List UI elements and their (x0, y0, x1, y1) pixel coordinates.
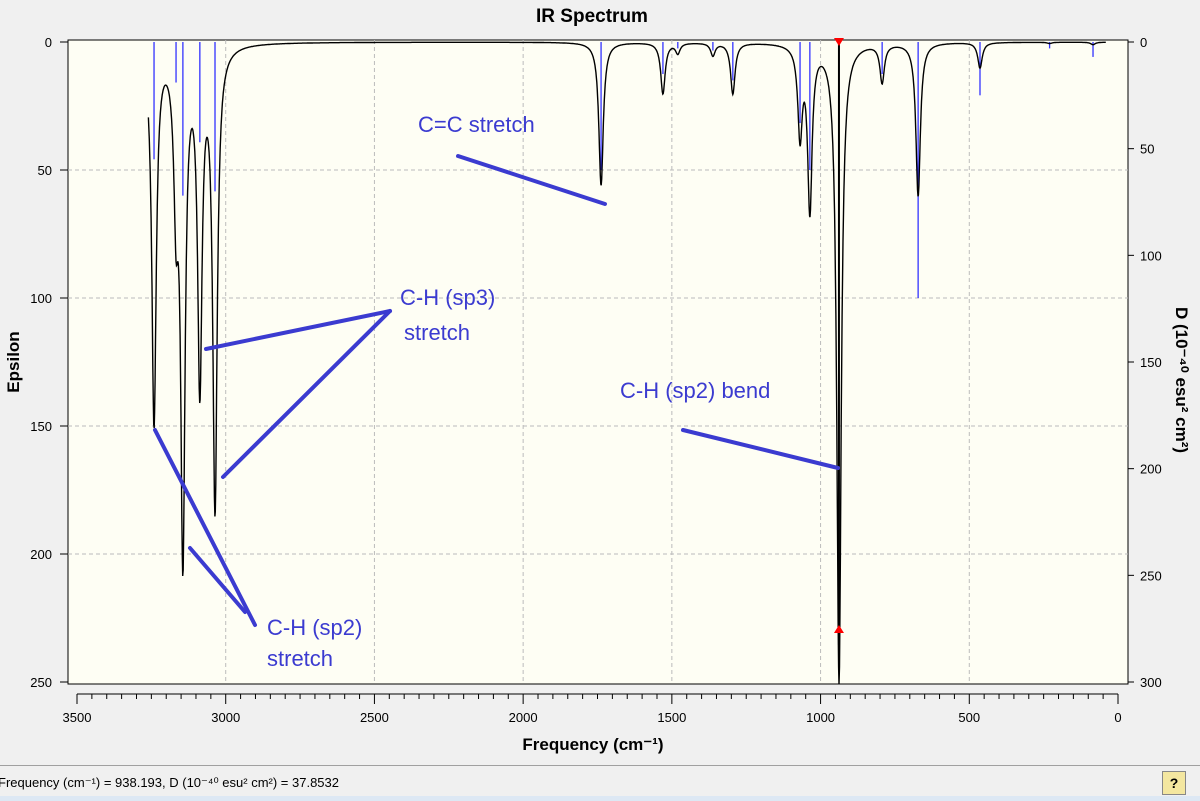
y-tick-label: 150 (30, 419, 52, 434)
annotation-pointer (204, 309, 392, 351)
x-tick-label: 2000 (509, 710, 538, 725)
annotation-ch-sp3: C-H (sp3) (400, 285, 495, 310)
y-tick-label: 100 (30, 291, 52, 306)
y-tick-label: 200 (30, 547, 52, 562)
x-tick-label: 1000 (806, 710, 835, 725)
spectrum-line (147, 41, 1106, 685)
x-tick-label: 1500 (657, 710, 686, 725)
chart-title: IR Spectrum (536, 6, 648, 27)
y2-tick-label: 100 (1140, 248, 1162, 263)
x-tick-label: 0 (1114, 710, 1121, 725)
annotation-cc-stretch: C=C stretch (418, 112, 535, 137)
y2-tick-label: 150 (1140, 355, 1162, 370)
y2-tick-label: 300 (1140, 675, 1162, 690)
annotation-pointer (681, 428, 840, 470)
y2-tick-label: 200 (1140, 462, 1162, 477)
y-tick-label: 0 (45, 35, 52, 50)
x-tick-label: 2500 (360, 710, 389, 725)
annotation-pointer (188, 546, 247, 614)
annotation-ch-sp3-line2: stretch (404, 320, 470, 345)
y-tick-label: 50 (38, 163, 52, 178)
y2-tick-label: 50 (1140, 142, 1154, 157)
status-bar: Frequency (cm⁻¹) = 938.193, D (10⁻⁴⁰ esu… (0, 765, 1200, 801)
y2-axis-label: D (10⁻⁴⁰ esu² cm²) (1172, 307, 1191, 453)
annotation-pointer (456, 154, 607, 206)
annotation-ch-sp2-line2: stretch (267, 646, 333, 671)
x-tick-label: 500 (958, 710, 980, 725)
status-strip (0, 796, 1200, 801)
status-readout: Frequency (cm⁻¹) = 938.193, D (10⁻⁴⁰ esu… (0, 775, 339, 790)
cursor-marker-top (833, 38, 844, 46)
annotation-pointer (221, 309, 392, 479)
plot-area (67, 39, 1129, 685)
x-tick-label: 3500 (63, 710, 92, 725)
y2-tick-label: 250 (1140, 568, 1162, 583)
y2-tick-label: 0 (1140, 35, 1147, 50)
y-axis-label: Epsilon (4, 331, 23, 392)
x-axis-label: Frequency (cm⁻¹) (522, 735, 663, 754)
y-tick-label: 250 (30, 675, 52, 690)
annotation-pointer (153, 428, 257, 627)
cursor-marker-bottom (833, 625, 844, 633)
x-tick-label: 3000 (211, 710, 240, 725)
annotation-ch-sp2-bend: C-H (sp2) bend (620, 378, 770, 403)
help-button[interactable]: ? (1162, 771, 1186, 795)
annotation-ch-sp2: C-H (sp2) (267, 615, 362, 640)
